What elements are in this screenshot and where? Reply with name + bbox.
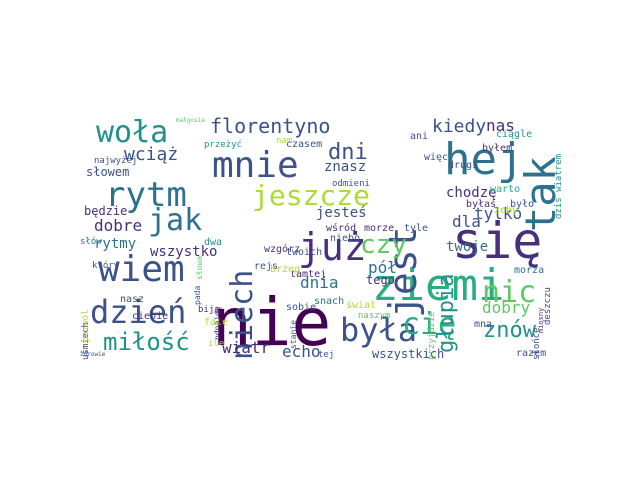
word-ani: ani — [410, 131, 429, 142]
word-wiem: wiem — [98, 249, 185, 290]
word-dnia: dnia — [300, 273, 339, 292]
word-niebo: niebo — [330, 233, 361, 244]
word-słów: słów — [80, 237, 102, 247]
word-dobre: dobre — [94, 216, 143, 235]
word-głupia: głupia — [434, 273, 459, 354]
word-odmieni: odmieni — [332, 179, 370, 189]
word-zdrowie: zdrowie — [80, 351, 106, 358]
word-byłaś: byłaś — [466, 199, 497, 210]
word-dzień: dzień — [90, 293, 187, 331]
word-cloud: nie się hej ziemi już tak jest dzień wiem mnie był… — [80, 112, 566, 360]
word-czasem: czasem — [286, 139, 323, 150]
word-morza: morza — [514, 265, 545, 276]
word-wzgórz: wzgórz — [264, 244, 301, 255]
word-rejs: rejs — [254, 261, 279, 272]
word-ile: ile — [208, 339, 225, 349]
word-naszym: naszym — [358, 311, 391, 321]
word-nam: nam — [276, 136, 293, 146]
word-woła: woła — [96, 115, 169, 150]
word-dziś-wiatrem: dziś wiatrem — [554, 153, 564, 219]
word-kiedy: kiedy — [432, 116, 487, 137]
word-tego: tego — [366, 273, 395, 287]
word-znasz: znasz — [324, 159, 367, 175]
word-będzie: będzie — [84, 204, 128, 218]
word-twoich: twoich — [286, 247, 323, 258]
word-było: było — [510, 199, 535, 210]
word-wśród: wśród — [326, 223, 357, 234]
word-dobry: dobry — [482, 298, 531, 317]
word-mnie: mnie — [212, 145, 299, 186]
word-ziemi: ziemi — [372, 260, 505, 311]
word-odnajdę: odnajdę — [213, 305, 222, 340]
word-tej: tej — [318, 350, 335, 360]
word-snach: snach — [314, 296, 345, 307]
word-przyjdzie: przyjdzie — [427, 311, 437, 360]
word-słowem: słowem — [86, 165, 130, 179]
word-florentyno: florentyno — [210, 114, 331, 138]
word-wiatr: wiatr — [222, 338, 271, 357]
word-który: który — [92, 261, 120, 271]
word-jesteś: jesteś — [316, 205, 367, 221]
word-warto: warto — [490, 184, 521, 195]
word-mną: mną — [474, 319, 493, 330]
word-deszczu: deszczu — [543, 286, 553, 325]
word-małgosia: małgosia — [176, 117, 205, 124]
word-już: już — [298, 225, 367, 269]
word-byłem: byłem — [482, 143, 513, 154]
word-żeby: żeby — [494, 205, 519, 216]
word-czy: czy — [360, 230, 407, 260]
word-tamtej: tamtej — [290, 269, 327, 280]
word-chodzę: chodzę — [446, 185, 497, 201]
word-morze: morze — [364, 223, 395, 234]
word-pozwól: pozwól — [81, 309, 91, 343]
word-wszystkich: wszystkich — [372, 347, 445, 360]
word-pada: pada — [193, 285, 202, 306]
word-nic: nic — [482, 275, 537, 310]
word-była: była — [340, 311, 418, 349]
word-miłość: miłość — [103, 328, 190, 356]
word-słońce: słońce — [532, 327, 542, 360]
word-wciąż: wciąż — [124, 144, 179, 165]
word-świat: świat — [346, 300, 377, 311]
word-rytmy: rytmy — [94, 236, 137, 252]
word-biją: biją — [198, 305, 220, 315]
word-dwa: dwa — [204, 237, 223, 248]
word-razem: razem — [516, 348, 547, 359]
word-nie: nie — [212, 284, 332, 360]
word-dni: dni — [328, 140, 368, 165]
word-nas: nas — [486, 116, 515, 135]
word-stanie: stanie — [289, 319, 298, 349]
word-znów: znów — [483, 318, 536, 343]
word-ciągle: ciągle — [496, 129, 533, 140]
word-rytm: rytm — [105, 175, 187, 215]
word-ciebie: ciebie — [132, 311, 169, 322]
word-tylko: tylko — [474, 204, 523, 223]
word-cię: cię — [402, 307, 457, 342]
word-pół: pół — [368, 258, 397, 277]
word-fale: fale — [204, 317, 229, 328]
word-więc: więc — [424, 152, 449, 163]
word-drugi: drugi — [448, 160, 479, 171]
word-najwyżej: najwyżej — [94, 156, 138, 166]
word-jak: jak — [148, 203, 203, 238]
word-twoje: twoje — [446, 239, 489, 255]
word-słowa: słowa — [195, 255, 204, 280]
word-hej: hej — [444, 134, 524, 185]
word-jeszcze: jeszcze — [252, 179, 371, 212]
word-tyle: tyle — [404, 223, 429, 234]
word-dla: dla — [452, 212, 481, 231]
word-się: się — [452, 212, 543, 270]
word-echo: echo — [282, 342, 321, 360]
word-przeżyć: przeżyć — [204, 140, 242, 150]
word-sobie: sobie — [286, 302, 317, 313]
word-brzeg: brzeg — [270, 264, 301, 275]
word-nasz: nasz — [120, 294, 145, 305]
word-wszystko: wszystko — [150, 244, 218, 260]
